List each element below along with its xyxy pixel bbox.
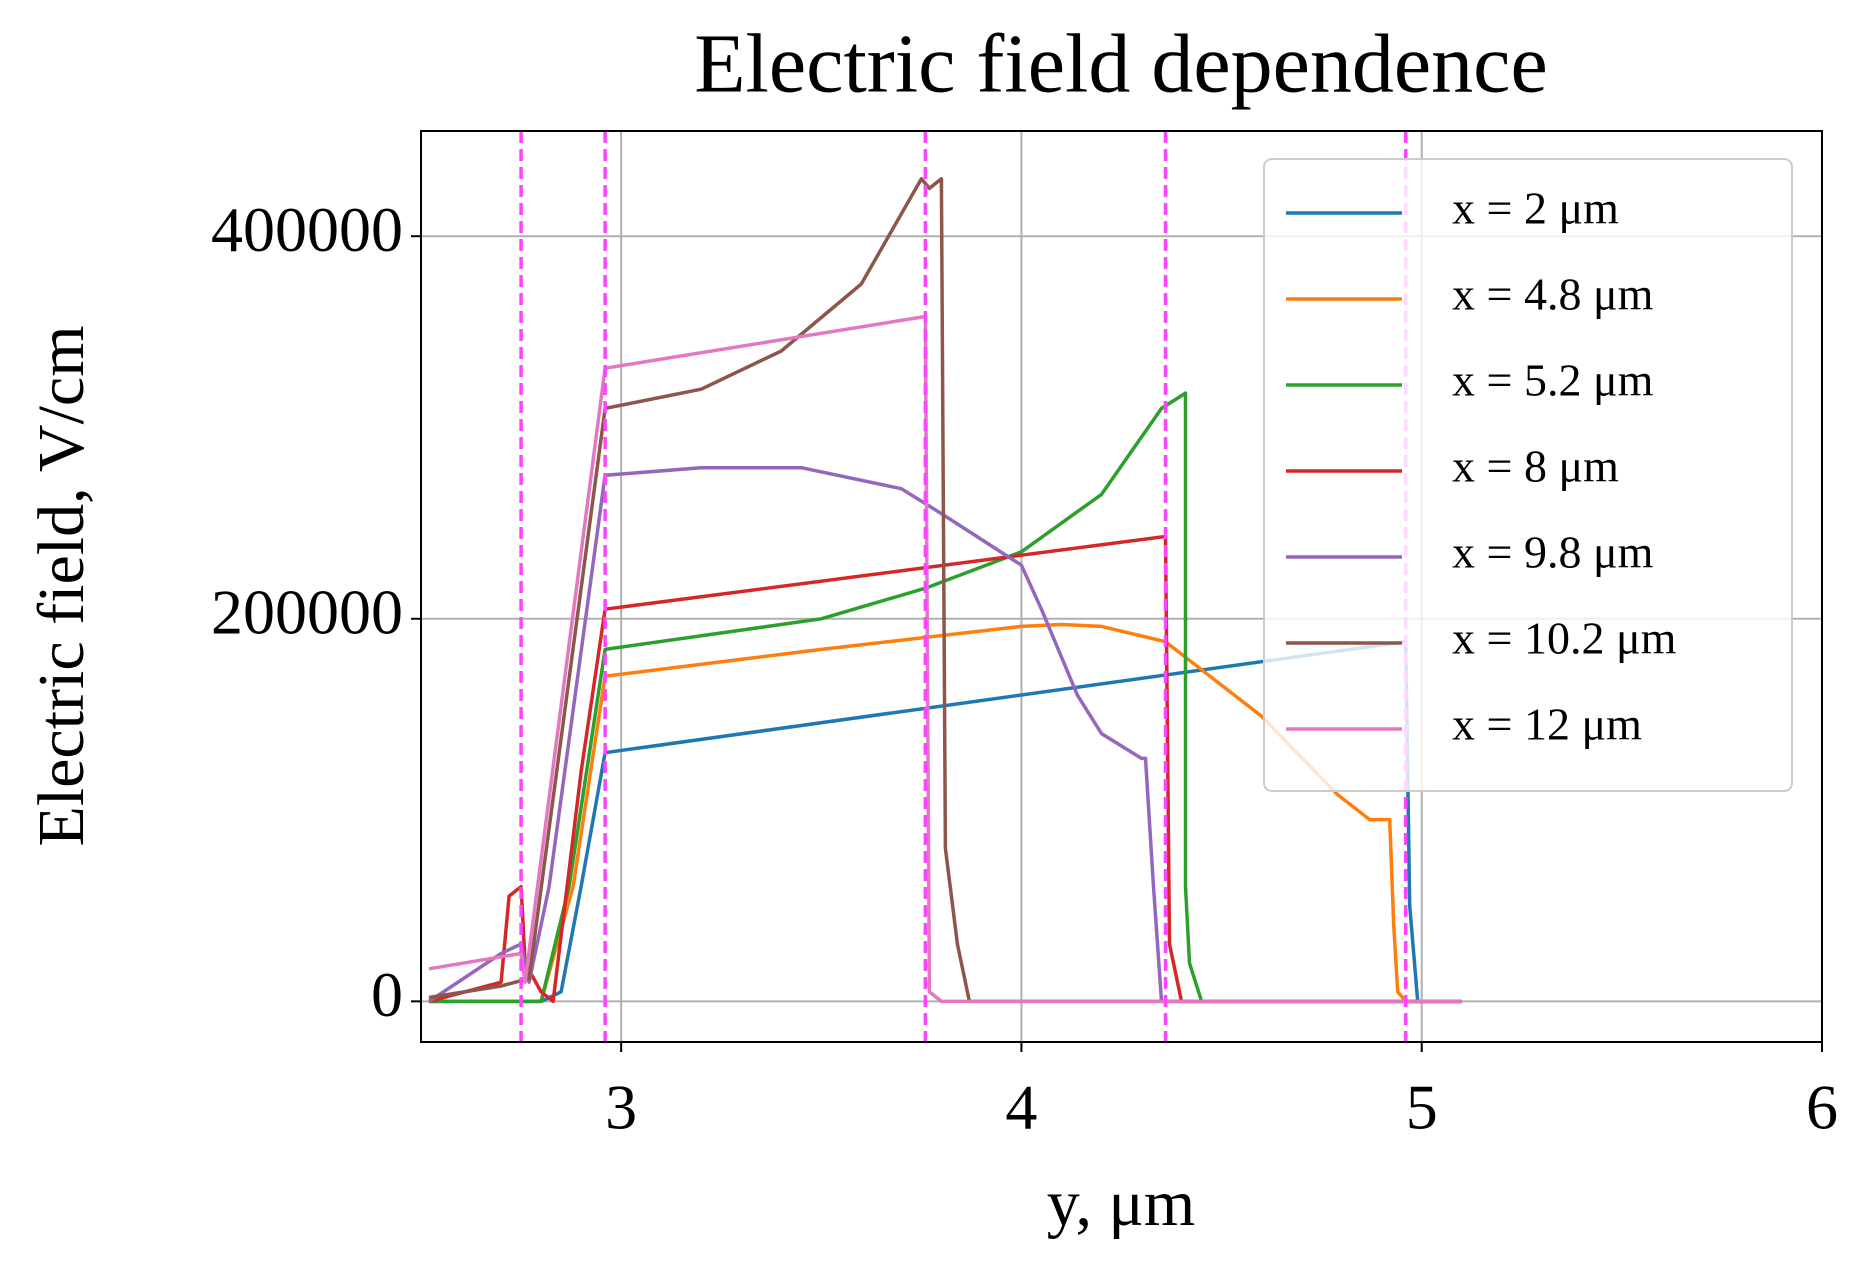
- series-line: [428, 177, 1462, 1004]
- y-axis-label: Electric field, V/cm: [25, 325, 98, 846]
- axes-frame: [420, 130, 1823, 1043]
- plot-area: [428, 131, 1462, 1042]
- series-line: [428, 314, 1462, 1004]
- x-tick-label: 4: [1005, 1072, 1037, 1143]
- legend-label: x = 4.8 μm: [1452, 269, 1654, 320]
- chart-title: Electric field dependence: [694, 17, 1548, 110]
- legend-label: x = 9.8 μm: [1452, 527, 1654, 578]
- series-line: [429, 391, 1462, 1004]
- y-tick-label: 400000: [211, 194, 403, 265]
- series-line: [428, 465, 1462, 1004]
- x-tick-label: 5: [1406, 1072, 1438, 1143]
- y-tick-label: 0: [371, 959, 403, 1030]
- legend-label: x = 2 μm: [1452, 183, 1619, 234]
- legend-label: x = 5.2 μm: [1452, 355, 1654, 406]
- x-axis-label: y, μm: [1047, 1167, 1195, 1240]
- y-tick-label: 200000: [211, 576, 403, 647]
- series-line: [428, 534, 1462, 1004]
- legend-label: x = 10.2 μm: [1452, 613, 1677, 664]
- legend-label: x = 12 μm: [1452, 699, 1642, 750]
- x-tick-label: 3: [605, 1072, 637, 1143]
- legend-label: x = 8 μm: [1452, 441, 1619, 492]
- legend-box: [1263, 158, 1793, 792]
- x-tick-label: 6: [1806, 1072, 1838, 1143]
